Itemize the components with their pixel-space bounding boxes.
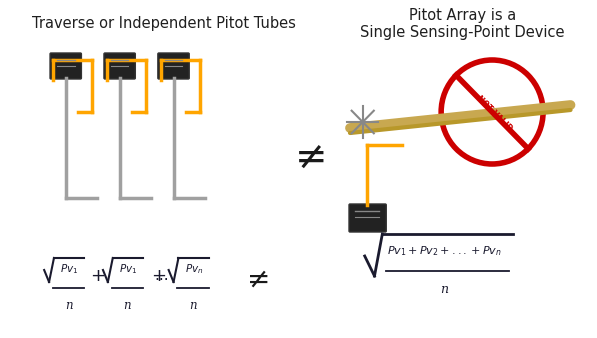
FancyBboxPatch shape xyxy=(349,204,386,232)
Text: $Pv_1$: $Pv_1$ xyxy=(119,262,138,276)
Text: +: + xyxy=(91,267,106,285)
FancyBboxPatch shape xyxy=(158,53,189,79)
Text: n: n xyxy=(65,299,72,312)
Text: $Pv_1+Pv_2+...+Pv_n$: $Pv_1+Pv_2+...+Pv_n$ xyxy=(387,244,501,258)
FancyBboxPatch shape xyxy=(104,53,136,79)
Text: +: + xyxy=(152,267,167,285)
Text: n: n xyxy=(440,283,448,296)
Text: n: n xyxy=(124,299,131,312)
Text: ...: ... xyxy=(155,268,169,284)
FancyBboxPatch shape xyxy=(50,53,81,79)
Text: $Pv_n$: $Pv_n$ xyxy=(185,262,204,276)
Text: $\neq$: $\neq$ xyxy=(241,266,269,294)
Text: $Pv_1$: $Pv_1$ xyxy=(60,262,79,276)
Text: NOT VALID: NOT VALID xyxy=(475,94,513,134)
Text: Pitot Array is a
Single Sensing-Point Device: Pitot Array is a Single Sensing-Point De… xyxy=(361,8,565,41)
Text: $\neq$: $\neq$ xyxy=(287,139,325,177)
Text: Traverse or Independent Pitot Tubes: Traverse or Independent Pitot Tubes xyxy=(32,16,296,31)
Text: n: n xyxy=(189,299,197,312)
